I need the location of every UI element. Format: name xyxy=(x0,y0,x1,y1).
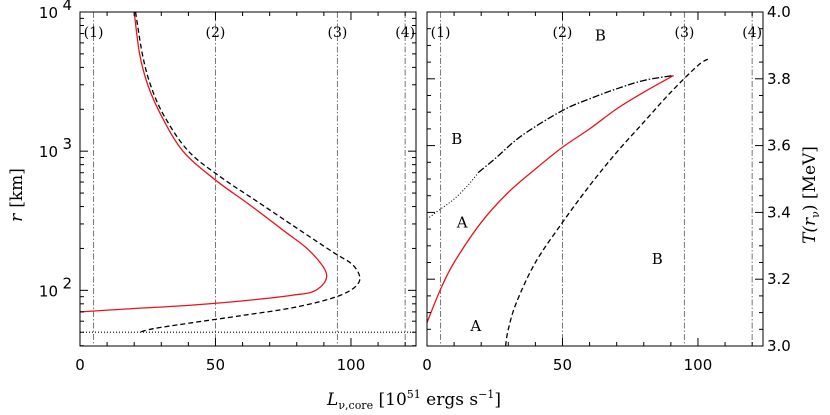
x-tick-label: 0 xyxy=(75,356,85,374)
x-label-exponent: 51 xyxy=(407,388,421,401)
x-tick-label: 100 xyxy=(684,356,713,374)
x-label-symbol: L xyxy=(326,390,338,410)
reference-line-label: (3) xyxy=(327,25,347,41)
reference-line-label: (4) xyxy=(395,25,415,41)
series-line-dashed-black xyxy=(134,12,361,333)
reference-line-label: (2) xyxy=(206,25,226,41)
y-tick-label: 3.8 xyxy=(767,70,791,88)
series-group xyxy=(80,12,416,333)
x-tick-label: 50 xyxy=(553,356,572,374)
y-tick-label: 10 xyxy=(39,4,58,22)
reference-line-label: (3) xyxy=(674,25,694,41)
x-tick-label: 50 xyxy=(206,356,225,374)
reference-line-label: (2) xyxy=(553,25,573,41)
series-group xyxy=(427,58,710,346)
region-label: B xyxy=(451,130,462,148)
y-tick-exponent: 2 xyxy=(62,274,72,292)
right-panel: (1) (2) (3) (4) B B A B A 0 50 100 3.0 3.2 3.4 3.6 3.8 4.… xyxy=(422,3,791,374)
y-tick-exponent: 3 xyxy=(62,135,72,153)
reference-line-label: (1) xyxy=(431,25,451,41)
x-tick-label: 0 xyxy=(422,356,432,374)
x-label-subscript: ν,core xyxy=(338,399,373,412)
left-y-axis-label: r [km] xyxy=(7,168,27,222)
series-line-dashdot-black xyxy=(478,74,674,173)
series-line-solid-red xyxy=(427,74,674,323)
right-y-label-symbol: T(r xyxy=(800,217,820,244)
right-y-axis-label: T(rν) [MeV] xyxy=(800,146,822,244)
reference-line-label: (1) xyxy=(84,25,104,41)
y-tick-exponent: 4 xyxy=(62,0,72,14)
y-tick-label: 3.4 xyxy=(767,203,791,221)
right-y-label-unit: ) [MeV] xyxy=(800,146,820,211)
region-label: B xyxy=(595,26,606,44)
plot-frame xyxy=(79,11,417,347)
y-tick-label: 3.0 xyxy=(767,337,791,355)
y-tick-label: 3.2 xyxy=(767,270,791,288)
left-y-label-symbol: r xyxy=(7,213,27,222)
left-y-label-unit: [km] xyxy=(7,168,27,208)
region-label: A xyxy=(469,317,481,335)
right-y-label-subscript: ν xyxy=(809,211,822,218)
x-axis-label: Lν,core [1051 ergs s−1] xyxy=(326,388,501,412)
x-label-text: [10 xyxy=(373,390,407,410)
y-tick-label: 10 xyxy=(39,282,58,300)
y-tick-label: 10 xyxy=(39,143,58,161)
series-line-dashed-black xyxy=(504,58,710,346)
series-line-dotted-black xyxy=(427,171,479,220)
reference-line-label: (4) xyxy=(742,25,762,41)
region-label: A xyxy=(456,213,468,231)
x-tick-label: 100 xyxy=(337,356,366,374)
x-label-text-end: ] xyxy=(494,390,501,410)
region-label: B xyxy=(652,250,663,268)
y-tick-label: 3.6 xyxy=(767,137,791,155)
y-tick-label: 4.0 xyxy=(767,3,791,21)
series-line-solid-red xyxy=(80,12,328,313)
x-label-exponent-2: −1 xyxy=(478,388,494,401)
x-label-text-mid: ergs s xyxy=(421,390,478,410)
